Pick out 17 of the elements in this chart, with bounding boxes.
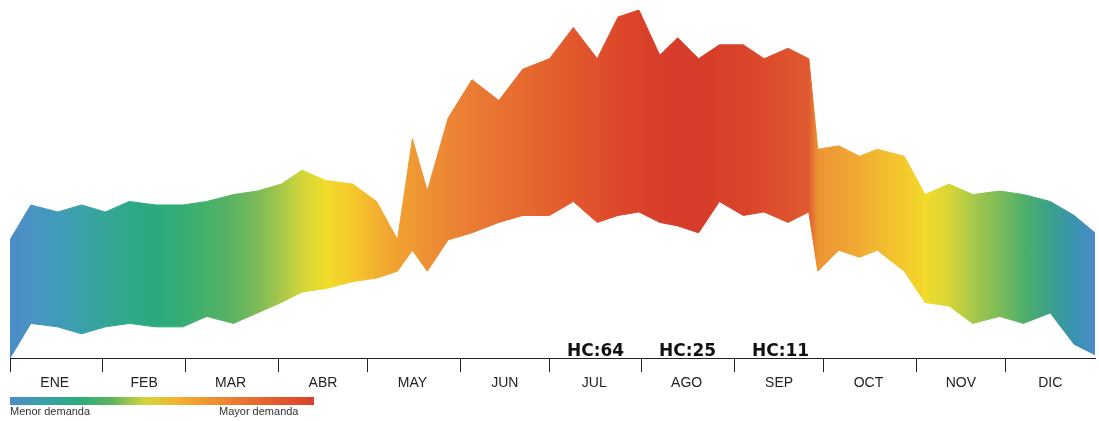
x-tick-label: FEB: [130, 374, 158, 391]
x-tick-label: MAR: [215, 374, 247, 391]
x-tick-label: NOV: [945, 374, 977, 391]
x-tick-label: JUL: [581, 374, 607, 391]
x-tick-label: ENE: [40, 374, 70, 391]
annotation: HC:25: [659, 340, 717, 360]
annotation: HC:11: [752, 340, 810, 360]
annotation: HC:64: [567, 340, 625, 360]
x-tick-label: MAY: [397, 374, 428, 391]
x-tick-label: OCT: [853, 374, 884, 391]
x-tick-label: JUN: [491, 374, 519, 391]
x-tick-label: ABR: [308, 374, 338, 391]
text: Menor demanda: [10, 405, 91, 417]
x-tick-label: SEP: [765, 374, 794, 391]
x-tick-label: AGO: [671, 374, 703, 391]
x-tick-label: DIC: [1038, 374, 1063, 391]
text: Mayor demanda: [219, 405, 299, 417]
